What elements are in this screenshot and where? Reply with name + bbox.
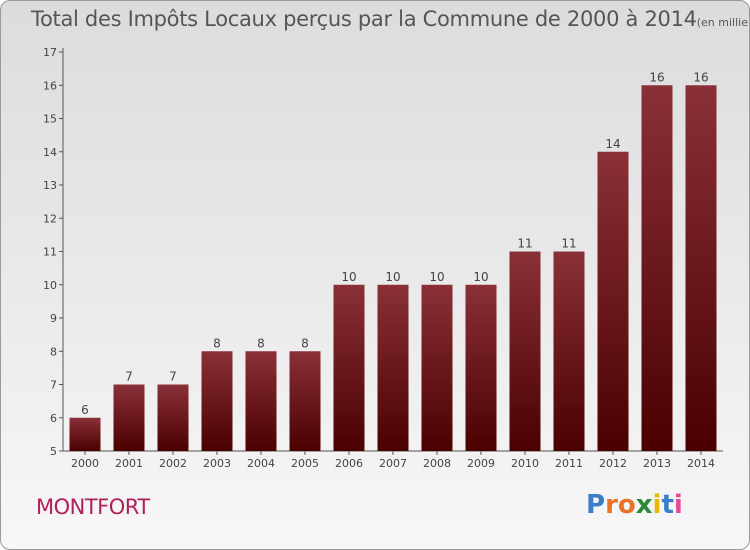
x-tick-label: 2000 [71, 457, 99, 470]
data-label: 7 [169, 370, 177, 384]
bars [69, 85, 717, 451]
y-tick-label: 6 [50, 412, 57, 425]
y-tick-label: 11 [43, 246, 57, 259]
data-label: 8 [301, 336, 309, 350]
y-tick-label: 7 [50, 379, 57, 392]
x-tick-label: 2005 [291, 457, 319, 470]
y-tick-label: 5 [50, 445, 57, 458]
y-tick-label: 14 [43, 146, 57, 159]
data-label: 10 [341, 270, 356, 284]
chart-subtitle: (en milliers d'€) [696, 16, 749, 29]
y-tick-label: 12 [43, 212, 57, 225]
data-label: 7 [125, 370, 133, 384]
x-tick-label: 2009 [467, 457, 495, 470]
bar [421, 284, 453, 451]
data-label: 8 [257, 336, 265, 350]
axes: 5 6 7 8 9 10 11 12 13 14 15 16 17 2000 2001 2002 2003 200… [43, 46, 723, 470]
bar [245, 351, 277, 451]
logo-letter: i [652, 490, 662, 520]
bar [69, 417, 101, 451]
bar [377, 284, 409, 451]
bar [685, 85, 717, 451]
y-tick-label: 16 [43, 79, 57, 92]
proxiti-logo: Proxiti [586, 490, 683, 520]
data-label: 16 [693, 70, 708, 84]
data-label: 10 [473, 270, 488, 284]
logo-letter: i [673, 490, 683, 520]
logo-letter: r [605, 490, 618, 520]
x-tick-label: 2006 [335, 457, 363, 470]
y-tick-label: 8 [50, 345, 57, 358]
bar [201, 351, 233, 451]
data-label: 14 [605, 137, 620, 151]
y-tick-label: 10 [43, 279, 57, 292]
chart-title: Total des Impôts Locaux perçus par la Co… [31, 7, 749, 31]
data-labels: 6 7 7 8 8 8 10 10 10 10 11 11 14 16 16 [81, 70, 708, 417]
y-tick-label: 13 [43, 179, 57, 192]
data-label: 10 [385, 270, 400, 284]
bar [157, 384, 189, 451]
bar [553, 251, 585, 451]
bar [333, 284, 365, 451]
x-tick-label: 2014 [687, 457, 715, 470]
x-tick-label: 2003 [203, 457, 231, 470]
logo-letter: t [661, 490, 674, 520]
y-tick-label: 17 [43, 46, 57, 59]
x-tick-label: 2001 [115, 457, 143, 470]
bar [641, 85, 673, 451]
bar [509, 251, 541, 451]
x-tick-label: 2010 [511, 457, 539, 470]
x-tick-label: 2012 [599, 457, 627, 470]
bar [113, 384, 145, 451]
bar [289, 351, 321, 451]
data-label: 11 [561, 237, 576, 251]
data-label: 16 [649, 70, 664, 84]
logo-letter: x [635, 490, 653, 520]
y-tick-label: 9 [50, 312, 57, 325]
x-tick-label: 2013 [643, 457, 671, 470]
data-label: 6 [81, 403, 89, 417]
x-tick-label: 2007 [379, 457, 407, 470]
bar [465, 284, 497, 451]
chart-title-text: Total des Impôts Locaux perçus par la Co… [31, 7, 697, 31]
data-label: 8 [213, 336, 221, 350]
x-tick-label: 2002 [159, 457, 187, 470]
x-tick-label: 2004 [247, 457, 275, 470]
data-label: 10 [429, 270, 444, 284]
x-tick-label: 2008 [423, 457, 451, 470]
commune-name: MONTFORT [36, 495, 150, 519]
bar [597, 151, 629, 451]
data-label: 11 [517, 237, 532, 251]
y-tick-label: 15 [43, 113, 57, 126]
logo-letter: o [617, 490, 636, 520]
logo-letter: P [586, 490, 606, 520]
x-tick-label: 2011 [555, 457, 583, 470]
